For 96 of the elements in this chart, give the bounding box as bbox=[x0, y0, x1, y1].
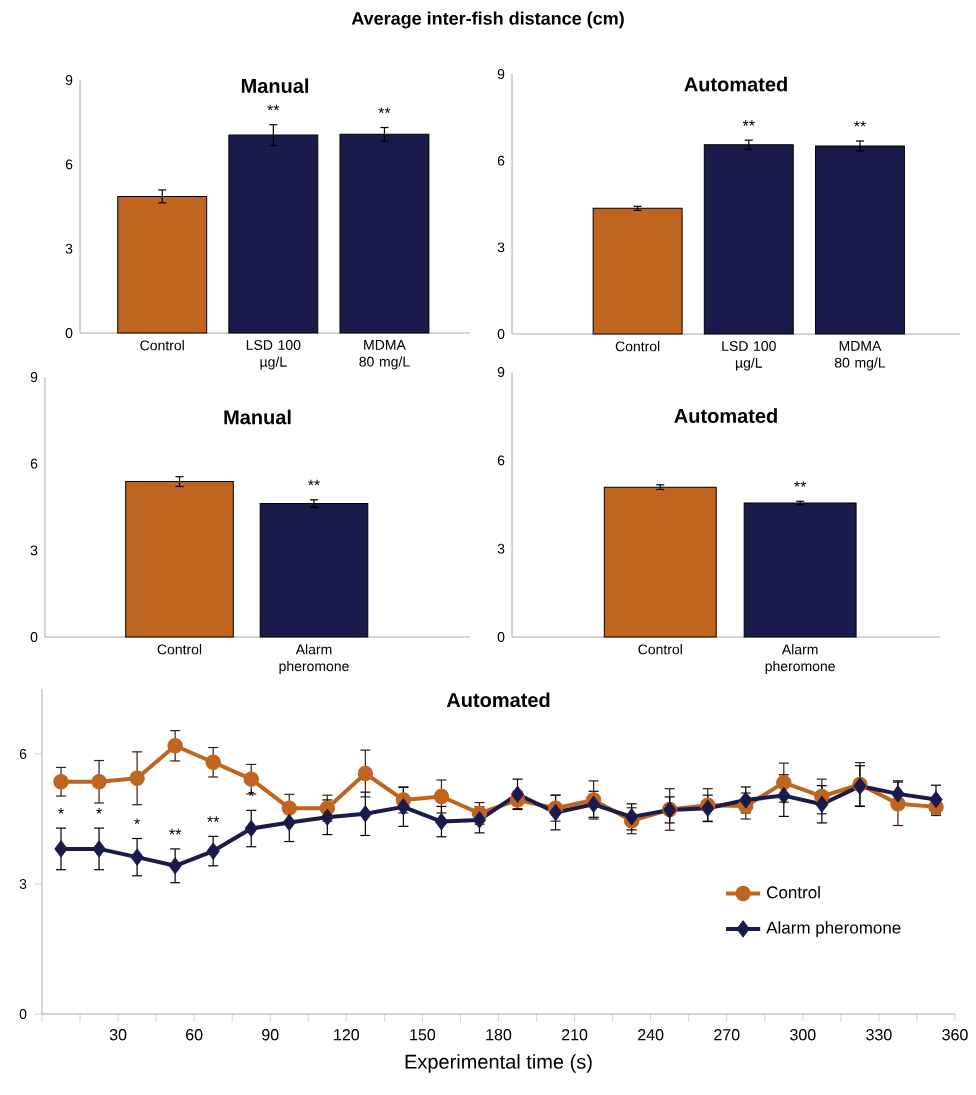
x-tick-label: 150 bbox=[410, 1029, 436, 1041]
point bbox=[472, 811, 486, 829]
x-tick-label: 120 bbox=[334, 1029, 360, 1041]
x-tick-label: 330 bbox=[866, 1029, 892, 1041]
x-tick-label: Control bbox=[140, 340, 184, 351]
point bbox=[244, 820, 258, 838]
y-tick-label: 3 bbox=[30, 545, 38, 556]
x-tick-label: Alarm pheromone bbox=[279, 644, 349, 674]
annotation: * bbox=[58, 808, 64, 814]
point bbox=[243, 771, 259, 787]
point bbox=[129, 770, 145, 786]
point bbox=[54, 840, 68, 858]
point bbox=[282, 813, 296, 831]
x-tick-label: LSD 100 µg/L bbox=[722, 341, 776, 371]
y-tick-label: 3 bbox=[65, 243, 73, 254]
point bbox=[358, 805, 372, 823]
point bbox=[777, 787, 791, 805]
x-tick-label: 360 bbox=[942, 1029, 968, 1041]
x-tick-label: LSD 100 µg/L bbox=[246, 340, 301, 370]
point bbox=[511, 785, 525, 803]
x-tick-label: Alarm pheromone bbox=[765, 644, 835, 674]
annotation: ** bbox=[853, 120, 866, 127]
x-tick-label: 180 bbox=[486, 1029, 512, 1041]
point bbox=[587, 795, 601, 813]
point bbox=[281, 800, 297, 816]
annotation: * bbox=[134, 818, 140, 825]
point bbox=[549, 804, 563, 822]
y-tick-label: 9 bbox=[497, 367, 505, 377]
x-tick-label: Control bbox=[157, 644, 202, 655]
x-tick-label: 90 bbox=[262, 1029, 279, 1041]
y-tick-label: 3 bbox=[497, 242, 505, 253]
x-tick-label: 300 bbox=[790, 1029, 816, 1041]
annotation: ** bbox=[207, 816, 220, 822]
x-tick-label: Control bbox=[638, 644, 682, 655]
point bbox=[53, 774, 69, 790]
y-tick-label: 0 bbox=[65, 328, 73, 338]
point bbox=[434, 813, 448, 831]
point bbox=[92, 840, 106, 858]
bar bbox=[703, 144, 794, 335]
bar bbox=[592, 207, 683, 335]
point bbox=[701, 799, 715, 817]
y-tick-label: 9 bbox=[65, 75, 73, 85]
y-tick-label: 0 bbox=[30, 632, 38, 642]
y-tick-label: 6 bbox=[65, 159, 73, 170]
y-tick-label: 3 bbox=[19, 879, 27, 889]
y-tick-label: 6 bbox=[497, 455, 505, 466]
y-tick-label: 9 bbox=[497, 69, 505, 79]
point bbox=[433, 788, 450, 805]
point bbox=[739, 791, 753, 809]
legend-label: Control bbox=[767, 885, 820, 899]
point bbox=[168, 857, 182, 875]
point bbox=[320, 808, 334, 826]
y-tick-label: 6 bbox=[30, 458, 38, 469]
y-tick-label: 9 bbox=[30, 372, 38, 382]
point bbox=[396, 798, 410, 816]
text: Average inter-fish distance (cm) bbox=[351, 11, 624, 29]
legend-label: Alarm pheromone bbox=[766, 921, 901, 938]
x-tick-label: 210 bbox=[562, 1029, 588, 1041]
point bbox=[357, 765, 374, 782]
annotation: ** bbox=[267, 104, 280, 111]
x-tick-label: 270 bbox=[714, 1029, 740, 1041]
point bbox=[929, 791, 943, 809]
bar bbox=[339, 133, 430, 334]
point bbox=[206, 842, 220, 860]
chart-title: Automated bbox=[684, 76, 787, 92]
annotation: ** bbox=[742, 120, 755, 126]
y-tick-label: 0 bbox=[497, 329, 505, 339]
x-axis-title: Experimental time (s) bbox=[405, 1054, 592, 1073]
x-tick-label: MDMA 80 mg/L bbox=[834, 341, 886, 371]
x-tick-label: 240 bbox=[638, 1029, 664, 1041]
x-tick-label: 60 bbox=[186, 1029, 203, 1041]
x-tick-label: 30 bbox=[109, 1029, 127, 1041]
point bbox=[130, 848, 144, 866]
annotation: ** bbox=[378, 107, 391, 114]
chart-title: Automated bbox=[446, 692, 550, 708]
y-tick-label: 0 bbox=[19, 1009, 27, 1019]
annotation: ** bbox=[169, 828, 182, 835]
text: Manual bbox=[224, 409, 291, 425]
point bbox=[91, 774, 107, 790]
x-tick-label: Control bbox=[615, 341, 660, 352]
point bbox=[776, 774, 792, 791]
x-tick-label: MDMA 80 mg/L bbox=[359, 340, 410, 370]
point bbox=[891, 785, 905, 803]
text: Automated bbox=[674, 408, 777, 423]
annotation: ** bbox=[794, 481, 807, 487]
annotation: * bbox=[96, 808, 102, 814]
y-tick-label: 6 bbox=[19, 749, 27, 759]
point bbox=[205, 754, 221, 770]
bar bbox=[117, 195, 208, 334]
point bbox=[167, 738, 183, 754]
y-tick-label: 6 bbox=[497, 155, 505, 166]
y-tick-label: 3 bbox=[497, 543, 505, 554]
bar bbox=[814, 145, 905, 335]
annotation: ** bbox=[308, 479, 320, 486]
chart-title: Manual bbox=[241, 78, 309, 94]
y-tick-label: 0 bbox=[497, 632, 505, 642]
